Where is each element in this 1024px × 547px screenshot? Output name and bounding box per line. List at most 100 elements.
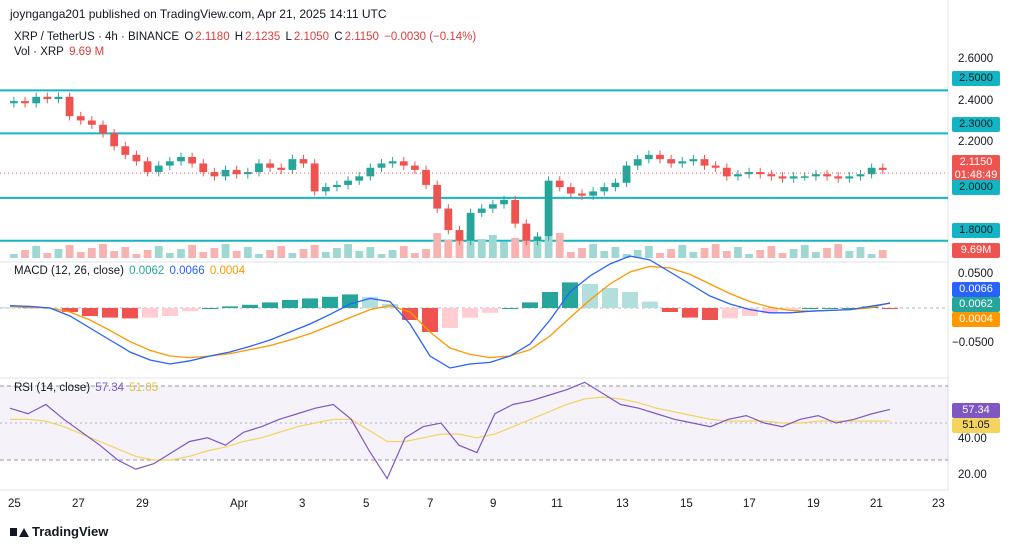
macd-histogram-bar [702,308,718,320]
x-label: 15 [680,498,693,510]
volume-bar [522,234,531,258]
candle [132,154,141,162]
macd-histogram-bar [262,302,278,308]
candle [834,176,843,179]
macd-histogram-bar [622,292,638,308]
candle [522,223,531,241]
volume-bar [856,247,865,258]
candle [734,174,742,177]
candle [477,208,486,213]
symbol-label[interactable]: XRP / TetherUS · 4h · BINANCE [14,31,180,43]
candle [778,176,787,179]
volume-bar [143,250,152,258]
candle [622,165,631,183]
macd-histogram-bar [422,308,438,332]
candle [299,159,308,164]
volume-bar [210,248,219,258]
macd-histogram-bar [662,308,678,312]
macd-name[interactable]: MACD (12, 26, close) [14,265,124,277]
candle [121,146,130,155]
candle [455,230,464,241]
volume-bar [834,244,843,258]
candle [43,96,52,99]
low-label: L [285,31,292,43]
volume-bar [188,245,197,258]
candle [143,161,152,173]
x-label: 23 [932,498,945,510]
volume-bar [734,247,742,258]
volume-bar [154,246,163,258]
macd-line-legend: 0.0066 [169,265,205,277]
macd-line [9,255,891,369]
candle [511,199,520,224]
volume-bar [656,253,664,258]
rsi-name[interactable]: RSI (14, close) [14,382,91,394]
volume-bar [177,249,185,258]
candle [399,161,408,166]
open-value: 2.1180 [195,31,230,43]
volume-bar [622,254,631,258]
macd-histogram-bar [562,282,578,308]
low-value: 2.1050 [293,31,330,43]
volume-bar [689,252,698,258]
volume-bar [99,244,107,258]
volume-bar [745,254,753,258]
candle [656,154,664,160]
x-label: 29 [136,498,149,510]
level-badge-2000: 2.0000 [952,180,1000,195]
volume-label: Vol · XRP [14,46,64,58]
candle [99,124,107,134]
macd-badge-green: 0.0062 [952,297,1000,312]
candle [21,101,29,104]
volume-bar [878,250,887,258]
volume-bar [700,248,709,258]
candle [566,187,575,194]
candle [10,101,18,104]
volume-bar [566,252,575,258]
price-tick: 2.4000 [958,95,994,107]
macd-histogram-bar [302,298,318,308]
volume-bar [555,233,564,258]
x-label: 5 [363,498,370,510]
volume-bar [422,249,430,258]
candle [689,159,698,162]
candle [800,176,809,178]
volume-bar [54,249,63,258]
volume-bar [65,245,74,258]
macd-signal-legend: 0.0004 [209,265,246,277]
x-label: 7 [427,498,434,510]
volume-bar [867,254,876,258]
open-label: O [184,31,194,43]
tradingview-logo[interactable]: TradingView [10,524,108,539]
volume-bar [533,241,542,258]
x-label: 3 [299,498,306,510]
volume-bar [399,246,408,258]
volume-bar [32,246,41,258]
candle [633,159,642,166]
candle [767,174,776,177]
candle [232,169,241,175]
x-label: 11 [551,498,563,510]
macd-histogram-bar [222,306,238,308]
macd-histogram-bar [602,288,618,308]
macd-histogram-bar [102,308,118,318]
macd-histogram-bar [722,308,738,319]
volume-bar [321,252,330,258]
volume-bar [377,254,386,258]
volume-badge: 9.69M [952,243,1000,258]
candle [745,172,753,175]
volume-bar [600,251,609,258]
candle [444,208,453,231]
candle [321,187,330,192]
macd-histogram-bar [582,284,598,308]
volume-bar [845,251,854,258]
x-label: 25 [8,498,21,510]
volume-bar [165,253,174,258]
close-value: 2.1150 [344,31,379,43]
macd-histogram-bar [342,294,358,308]
rsi-badge: 57.34 [952,403,1000,418]
candle [333,184,341,188]
brand-name: TradingView [32,524,109,539]
candle [578,193,586,196]
